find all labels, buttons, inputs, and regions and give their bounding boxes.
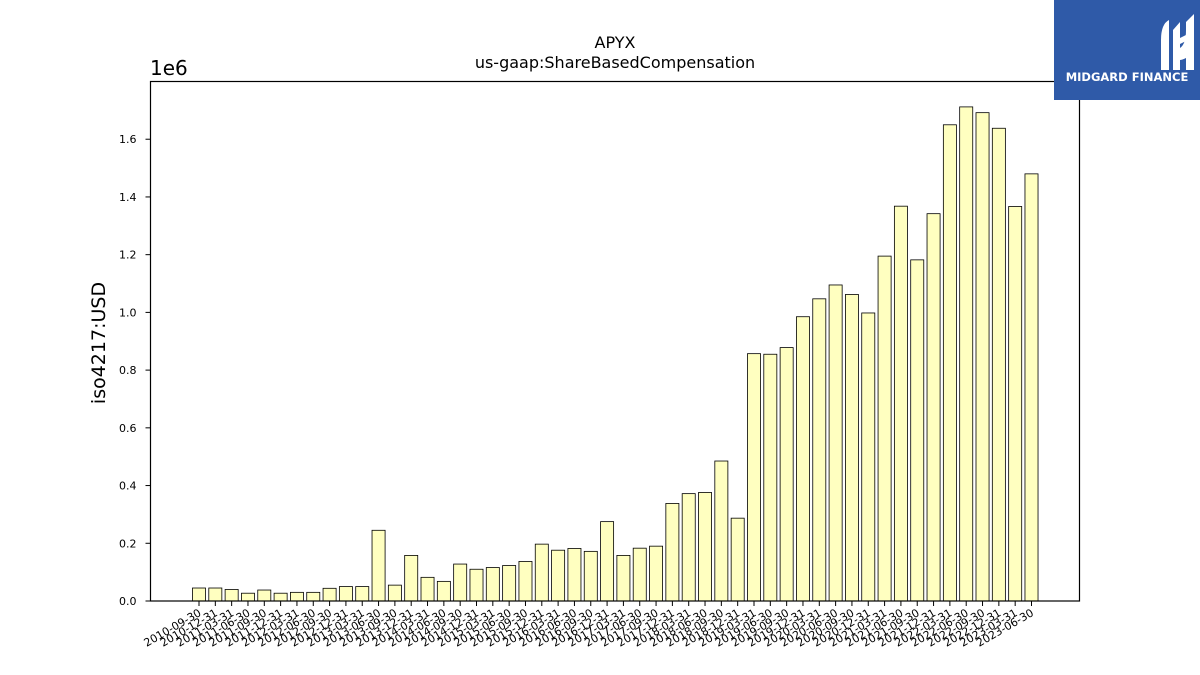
bar [469,568,484,602]
bar [600,521,615,602]
bar [583,550,598,602]
bar [698,492,712,602]
bar [926,213,941,602]
bar [1024,173,1039,602]
y-tick-label: 0.0 [119,595,137,608]
bar [681,493,696,602]
chart-subtitle: us-gaap:ShareBasedCompensation [475,53,755,72]
bar [665,503,680,602]
bar [420,576,435,602]
bar [322,587,337,602]
bar [796,316,810,602]
brand-mark-icon [1161,14,1194,70]
bar [763,353,778,602]
bar [959,106,974,602]
bars-group [192,106,1039,602]
plot-frame [149,80,1081,602]
chart-title: APYX [595,33,636,52]
bar [861,312,876,602]
bar [436,580,451,602]
bar [208,587,223,602]
bar [779,347,794,602]
bar [1008,206,1023,602]
y-axis-label: iso4217:USD [88,282,110,404]
bar [355,586,370,602]
bar [975,112,990,602]
y-tick-label: 0.8 [119,364,137,377]
bar [616,555,631,602]
bar [338,586,353,602]
bar [747,353,761,602]
bar [290,591,304,602]
brand-name: MIDGARD FINANCE [1065,70,1189,84]
y-tick-label: 0.2 [119,537,137,550]
y-tick-label: 1.4 [119,191,137,204]
bar [502,565,517,602]
bar [845,294,859,602]
bar [453,563,468,602]
y-ticks-group: 0.0 0.2 0.4 0.6 0.8 1.0 1.2 1.4 1.6 [119,133,151,608]
y-tick-label: 1.0 [119,306,137,319]
bar [241,592,255,602]
bar [730,517,745,602]
y-tick-label: 1.6 [119,133,137,146]
bar [991,127,1006,602]
y-tick-label: 1.2 [119,249,137,262]
bar [404,555,419,602]
bar [714,460,729,602]
y-offset-label: 1e6 [150,56,188,80]
bar [649,545,663,602]
bar [371,529,386,602]
bar [812,298,827,602]
bar [306,591,321,602]
bar [387,584,402,602]
bar [910,259,925,602]
brand-logo: MIDGARD FINANCE [1054,0,1200,100]
y-tick-label: 0.4 [119,480,137,493]
bar [273,592,288,602]
bar [877,255,892,602]
bar [534,543,549,602]
bar [192,587,206,602]
y-tick-label: 0.6 [119,422,137,435]
bar [828,284,843,602]
bar [224,589,239,602]
bar [632,547,647,602]
bar [518,561,533,602]
bar [893,205,908,602]
bar [551,549,566,602]
bar [485,567,500,602]
bar [567,548,582,602]
bar [942,124,957,602]
bar [257,589,272,602]
x-ticks-group: 2010-09-302010-12-312011-03-312011-06-30… [142,601,1036,650]
